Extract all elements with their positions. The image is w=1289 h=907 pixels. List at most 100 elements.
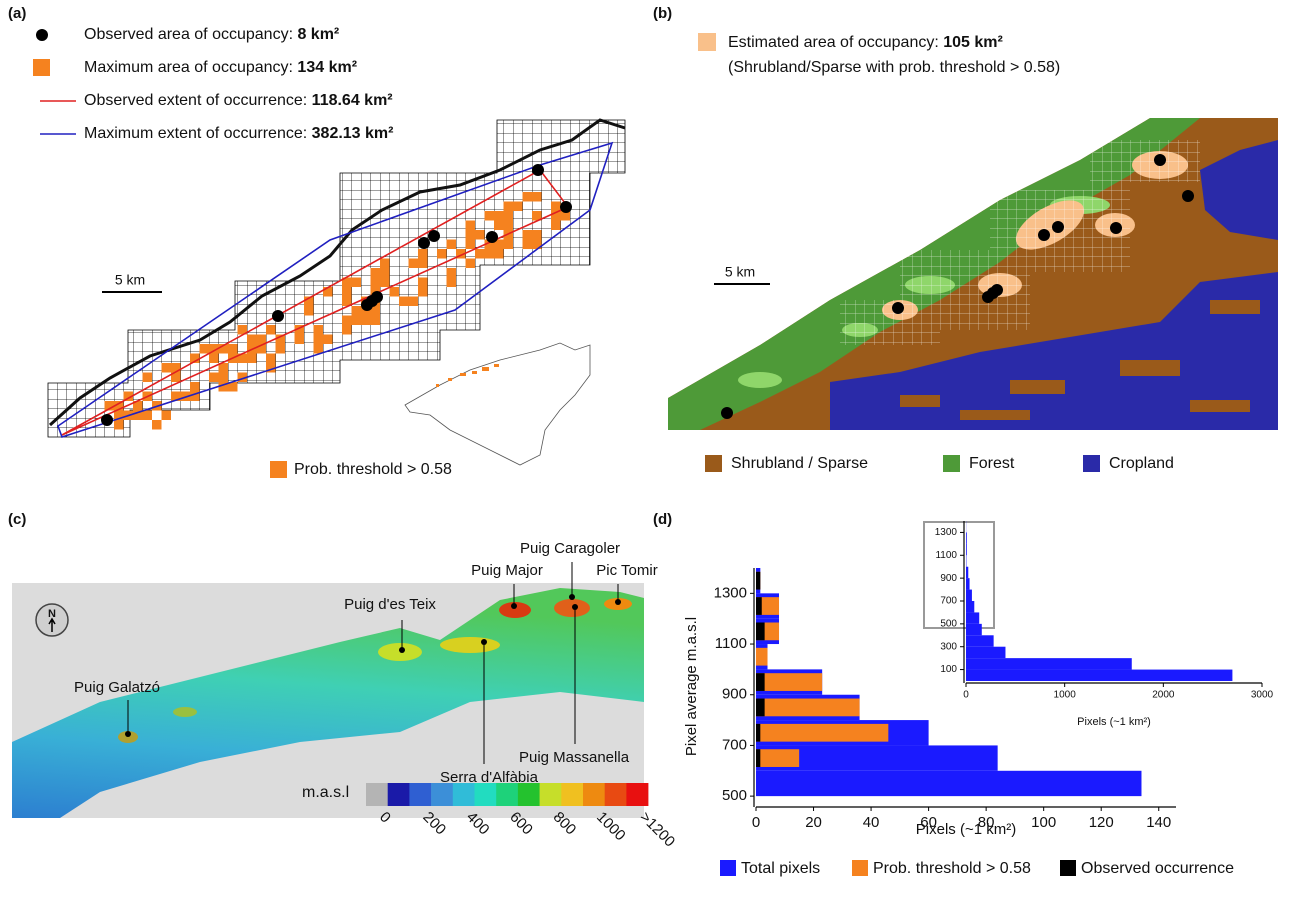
occupancy-cell — [551, 202, 561, 212]
y-tick-label: 700 — [940, 596, 957, 607]
y-tick-label: 500 — [722, 787, 747, 804]
occupancy-cell — [342, 325, 352, 335]
occupancy-cell — [485, 249, 495, 259]
bar — [966, 658, 1132, 669]
bar — [966, 635, 994, 646]
bar — [756, 597, 762, 615]
bar — [756, 749, 799, 767]
occupancy-cell — [466, 221, 476, 231]
panel-label: (c) — [8, 511, 26, 528]
peak-label: Pic Tomir — [596, 562, 657, 579]
bar — [966, 590, 972, 601]
bar — [966, 601, 974, 612]
occupancy-cell — [247, 335, 257, 345]
occupancy-cell — [475, 230, 485, 240]
occupancy-cell — [190, 382, 200, 392]
page: (a) Observed area of occupancy: 8 km² Ma… — [0, 0, 1289, 907]
bar — [756, 724, 888, 742]
occupancy-cell — [380, 259, 390, 269]
occupancy-cell — [380, 278, 390, 288]
colorbar-cell — [540, 783, 562, 806]
y-tick-label: 1100 — [715, 635, 747, 652]
colorbar-cell — [453, 783, 475, 806]
occupancy-cell — [494, 221, 504, 231]
bar — [756, 673, 765, 691]
legend-entry: Observed area of occupancy: 8 km² — [84, 26, 339, 43]
x-tick-label: 20 — [805, 814, 822, 831]
bar — [756, 724, 760, 742]
bar — [966, 612, 979, 623]
bar — [966, 624, 982, 635]
occupancy-cell — [304, 306, 314, 316]
legend-entry: Estimated area of occupancy: 105 km² — [728, 34, 1003, 51]
y-tick-label: 1300 — [935, 527, 958, 538]
occupancy-cell — [475, 249, 485, 259]
legend-entry: Prob. threshold > 0.58 — [873, 860, 1031, 877]
occupancy-cell — [380, 268, 390, 278]
occupancy-cell — [523, 192, 533, 202]
legend-symbol — [1083, 455, 1100, 472]
peak-label: Puig Galatzó — [74, 679, 160, 696]
bar — [756, 749, 760, 767]
occupancy-cell — [447, 278, 457, 288]
legend-symbol — [852, 860, 868, 876]
x-tick-label: 40 — [863, 814, 880, 831]
bar — [966, 544, 967, 555]
colorbar-cell — [366, 783, 388, 806]
figure: (a) Observed area of occupancy: 8 km² Ma… — [0, 0, 1289, 907]
colorbar-label: >1200 — [636, 809, 678, 851]
x-tick-label: 2000 — [1152, 690, 1175, 701]
colorbar-title: m.a.s.l — [302, 784, 349, 801]
x-tick-label: 3000 — [1251, 690, 1274, 701]
occupancy-cell — [513, 202, 523, 212]
occupancy-cell — [314, 335, 324, 345]
occupancy-cell — [209, 354, 219, 364]
occupancy-cell — [466, 259, 476, 269]
panel-label: (d) — [653, 511, 672, 528]
legend-entry: Shrubland / Sparse — [731, 455, 868, 472]
legend-entry: Prob. threshold > 0.58 — [294, 461, 452, 478]
occupancy-cell — [485, 211, 495, 221]
occupancy-cell — [352, 278, 362, 288]
legend-symbol — [705, 455, 722, 472]
y-tick-label: 900 — [940, 573, 957, 584]
occupancy-cell — [504, 221, 514, 231]
legend-note: (Shrubland/Sparse with prob. threshold >… — [728, 59, 1060, 76]
peak-label: Puig d'es Teix — [344, 596, 436, 613]
y-tick-label: 1100 — [935, 550, 957, 561]
colorbar-cell — [388, 783, 410, 806]
occupancy-cell — [342, 287, 352, 297]
occupancy-cell — [257, 335, 267, 345]
panel-label: (b) — [653, 5, 672, 22]
bar — [966, 532, 967, 543]
bar — [966, 647, 1005, 658]
occupancy-cell — [162, 411, 172, 421]
occupancy-cell — [371, 268, 381, 278]
occupancy-cell — [551, 221, 561, 231]
bar — [756, 699, 765, 717]
bar — [756, 648, 768, 666]
colorbar-cell — [561, 783, 583, 806]
occupancy-cell — [532, 192, 542, 202]
bar — [966, 670, 1232, 681]
legend-entry: Observed extent of occurrence: 118.64 km… — [84, 92, 393, 109]
y-axis-label: Pixel average m.a.s.l — [683, 617, 700, 756]
occupancy-cell — [447, 268, 457, 278]
y-tick-label: 700 — [722, 736, 747, 753]
legend-symbol — [720, 860, 736, 876]
occupancy-cell — [361, 316, 371, 326]
occupancy-cell — [390, 287, 400, 297]
y-tick-label: 300 — [940, 641, 957, 652]
peak-label: Puig Massanella — [519, 749, 630, 766]
legend-entry: Total pixels — [741, 860, 820, 877]
occupancy-cell — [114, 420, 124, 430]
scale-label: 5 km — [115, 272, 145, 288]
occupancy-cell — [266, 354, 276, 364]
occupancy-cell — [152, 420, 162, 430]
occupancy-cell — [371, 278, 381, 288]
bar — [756, 771, 1141, 796]
legend-symbol — [698, 33, 716, 51]
colorbar-cell — [409, 783, 431, 806]
occupancy-cell — [437, 249, 447, 259]
occupancy-cell — [200, 344, 210, 354]
